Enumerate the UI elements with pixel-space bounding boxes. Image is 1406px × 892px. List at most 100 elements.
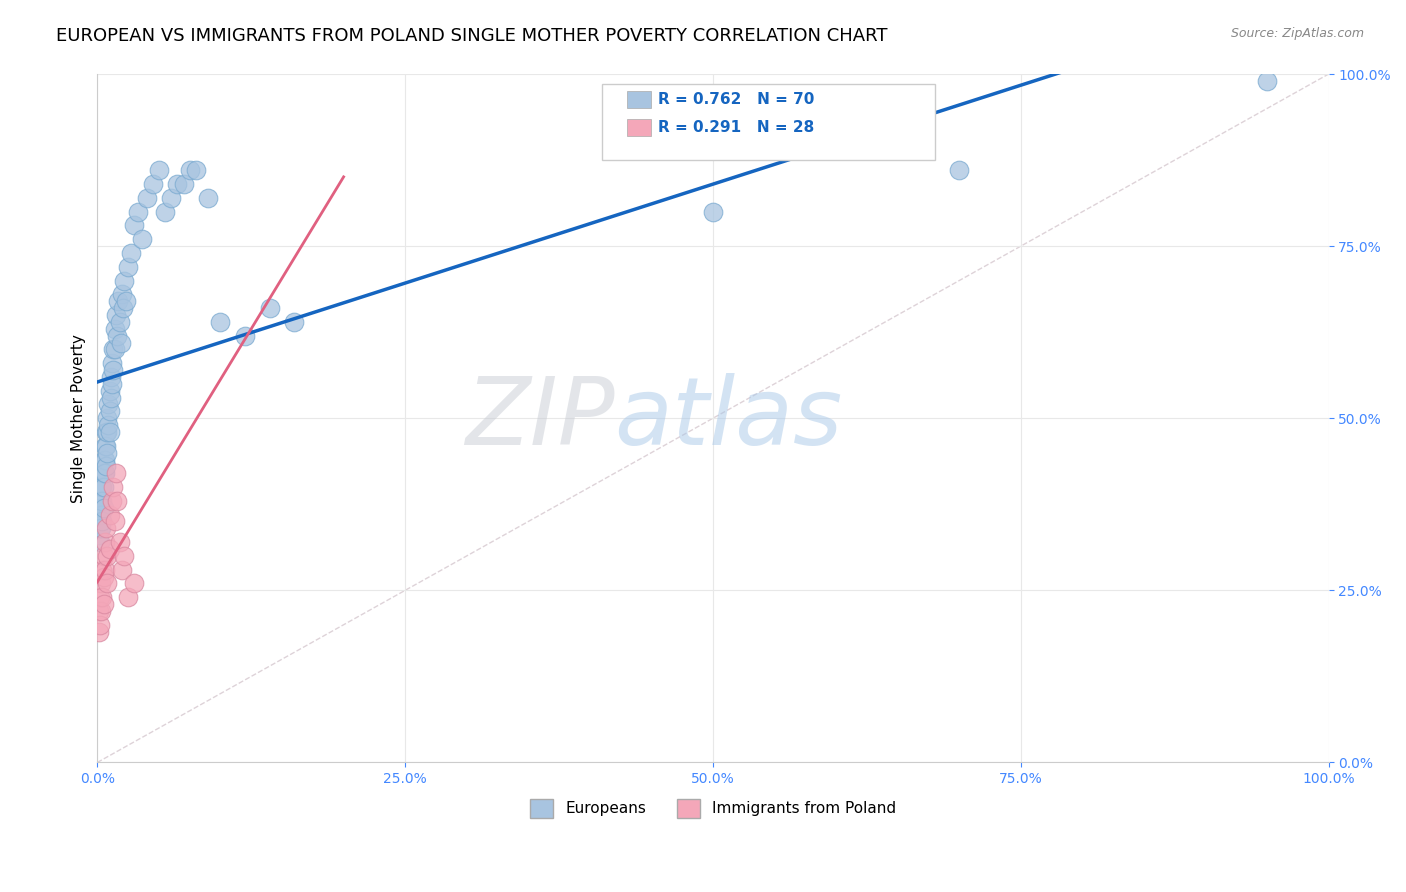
Point [96,425,118,439]
Point [104,467,127,481]
Text: R = 0.291   N = 28: R = 0.291 N = 28 [658,120,814,135]
Point [104,322,127,336]
Point [93,480,115,494]
Point [111,287,134,301]
Point [209,315,232,329]
Point [90,508,112,522]
Point [98,508,121,522]
Point [101,493,124,508]
Point [93,597,115,611]
Point [89,500,111,515]
Point [94,439,117,453]
Point [93,569,115,583]
Point [110,335,132,350]
Bar [627,91,651,109]
Y-axis label: Single Mother Poverty: Single Mother Poverty [72,334,86,503]
Point [117,260,139,274]
Point [90,576,112,591]
Text: ZIP: ZIP [465,373,614,464]
Point [96,549,118,563]
Point [100,391,122,405]
Point [90,480,112,494]
Point [97,397,120,411]
Point [98,542,121,557]
Point [93,439,115,453]
Point [94,425,117,439]
Point [131,232,153,246]
Point [89,591,111,605]
Point [94,521,117,535]
Point [91,515,114,529]
Point [173,177,195,191]
Point [93,467,115,481]
Text: R = 0.762   N = 70: R = 0.762 N = 70 [658,92,814,107]
Point [104,515,127,529]
Point [117,591,139,605]
Point [91,493,114,508]
Point [259,301,281,315]
Point [104,308,127,322]
Point [108,535,131,549]
Point [108,315,131,329]
Point [111,563,134,577]
Point [124,576,146,591]
Point [90,521,112,535]
Point [93,535,115,549]
Point [702,204,724,219]
Point [89,617,111,632]
Point [127,204,149,219]
Point [948,163,970,178]
Point [104,343,127,357]
Point [101,376,124,391]
Point [112,301,135,315]
Point [179,163,201,178]
Point [135,191,157,205]
Point [91,563,114,577]
Point [90,493,112,508]
Point [103,363,125,377]
Point [160,191,183,205]
Point [93,500,115,515]
Point [93,563,115,577]
Point [90,604,112,618]
Text: atlas: atlas [614,373,842,464]
Point [120,246,142,260]
Point [114,549,136,563]
Point [98,404,121,418]
Point [91,467,114,481]
Point [100,370,122,384]
Text: Source: ZipAtlas.com: Source: ZipAtlas.com [1230,27,1364,40]
Point [105,328,128,343]
Point [142,177,165,191]
Point [96,576,118,591]
Bar [627,119,651,136]
Point [93,467,115,481]
Point [1256,74,1278,88]
Point [148,163,170,178]
Point [105,493,128,508]
Point [153,204,176,219]
Point [124,219,146,233]
Point [97,418,120,433]
Point [114,294,136,309]
Point [114,274,136,288]
Text: EUROPEAN VS IMMIGRANTS FROM POLAND SINGLE MOTHER POVERTY CORRELATION CHART: EUROPEAN VS IMMIGRANTS FROM POLAND SINGL… [56,27,887,45]
Point [87,528,110,542]
Point [107,294,129,309]
Point [197,191,219,205]
Point [103,343,125,357]
Legend: Europeans, Immigrants from Poland: Europeans, Immigrants from Poland [524,793,903,823]
Point [93,452,115,467]
Point [93,452,115,467]
Point [283,315,305,329]
Point [184,163,207,178]
Point [87,624,110,639]
Point [101,356,124,370]
Point [96,445,118,459]
Point [98,425,121,439]
Point [98,384,121,398]
Point [94,459,117,474]
Point [166,177,188,191]
Point [89,535,111,549]
Point [89,521,111,535]
